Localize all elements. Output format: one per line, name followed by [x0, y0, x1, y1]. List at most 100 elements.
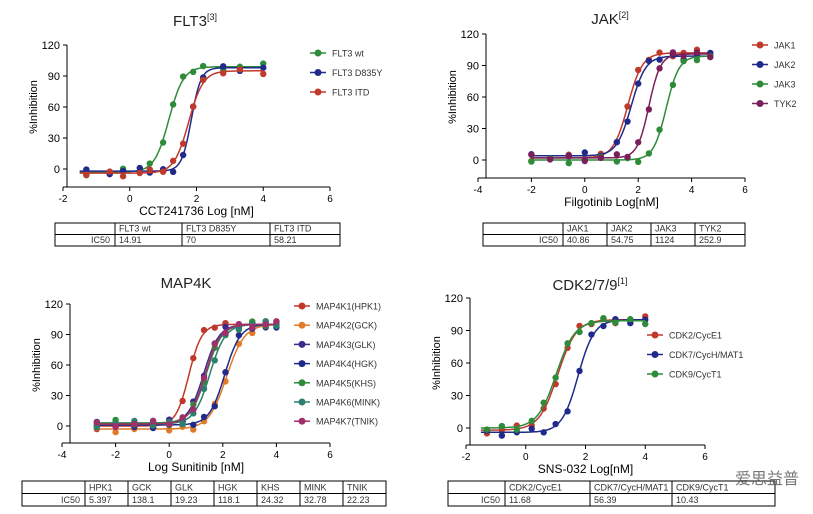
- data-point: [635, 80, 642, 87]
- table-row-label: IC50: [481, 495, 500, 505]
- x-axis-label: Log Sunitinib [nM]: [148, 460, 244, 474]
- x-tick-label: 0: [127, 194, 133, 205]
- series-curve-MAP4K6(MINK): [96, 323, 277, 425]
- series-curve-CDK9/CycT1: [480, 320, 646, 429]
- legend-label: JAK2: [774, 60, 796, 70]
- data-point: [552, 420, 559, 428]
- chart-title: FLT3[3]: [173, 12, 217, 30]
- x-tick-label: -4: [58, 450, 67, 461]
- y-tick-label: 60: [467, 92, 479, 104]
- table-header: FLT3 ITD: [274, 224, 312, 234]
- table-cell: 70: [186, 235, 196, 245]
- series-curve-JAK3: [531, 55, 711, 161]
- data-point: [656, 49, 663, 56]
- data-point: [613, 138, 621, 146]
- table-cell: 252.9: [699, 235, 722, 245]
- data-point: [600, 322, 607, 330]
- y-tick-label: 60: [51, 360, 63, 372]
- legend-label: CDK7/CycH/MAT1: [669, 350, 743, 360]
- table-cell: 22.23: [347, 495, 370, 505]
- data-point: [112, 423, 119, 431]
- data-point: [588, 331, 595, 338]
- legend-label: MAP4K4(HGK): [316, 359, 377, 369]
- table-header: GLK: [175, 483, 193, 493]
- table-row-label: IC50: [61, 495, 80, 505]
- data-point: [136, 169, 143, 177]
- data-point: [179, 151, 187, 159]
- x-tick-label: 4: [260, 194, 266, 205]
- chart-title-ref: [1]: [618, 276, 628, 286]
- series-curve-JAK1: [531, 52, 711, 159]
- data-point: [119, 173, 127, 180]
- data-point: [235, 320, 243, 328]
- data-point: [220, 63, 227, 70]
- chart-title-text: JAK: [591, 11, 619, 28]
- legend-marker: [756, 100, 764, 107]
- x-tick-label: 6: [742, 185, 748, 196]
- x-axis-label: Filgotinib Log[nM]: [564, 195, 659, 209]
- table-cell: 19.23: [175, 495, 198, 505]
- legend-marker: [298, 321, 306, 329]
- data-point: [159, 139, 167, 146]
- data-point: [211, 403, 218, 410]
- chart-title-text: CDK2/7/9: [552, 277, 617, 294]
- data-point: [169, 101, 177, 108]
- data-point: [189, 103, 197, 110]
- data-point: [179, 420, 186, 428]
- table-header: CDK2/CycE1: [509, 483, 562, 493]
- legend-label: FLT3 ITD: [332, 88, 370, 98]
- legend-marker: [651, 331, 659, 339]
- data-point: [190, 426, 197, 433]
- legend-marker: [756, 61, 764, 68]
- data-point: [576, 328, 583, 336]
- x-tick-label: 2: [220, 450, 226, 461]
- data-point: [260, 70, 267, 78]
- chart-title: MAP4K: [161, 275, 212, 292]
- y-tick-label: 120: [461, 29, 479, 41]
- y-tick-label: 0: [457, 423, 463, 435]
- x-axis-label: SNS-032 Log[nM]: [538, 462, 633, 476]
- legend-label: MAP4K2(GCK): [316, 321, 377, 331]
- data-point: [235, 332, 243, 339]
- data-point: [498, 432, 506, 439]
- legend-marker: [298, 417, 306, 425]
- data-point: [146, 160, 153, 167]
- legend-marker: [756, 80, 764, 88]
- table-cell: 138.1: [132, 495, 155, 505]
- x-tick-label: 0: [523, 452, 529, 463]
- series-curve-FLT3 ITD: [79, 70, 264, 174]
- y-tick-label: 30: [451, 391, 463, 403]
- legend-marker: [314, 69, 322, 76]
- data-point: [528, 151, 535, 158]
- x-tick-label: 2: [635, 185, 641, 196]
- x-tick-label: 4: [642, 452, 648, 463]
- data-point: [627, 315, 634, 323]
- x-tick-label: -2: [527, 185, 536, 196]
- table-header: MINK: [304, 483, 327, 493]
- legend-marker: [298, 398, 306, 406]
- data-point: [166, 427, 173, 434]
- data-point: [540, 429, 547, 436]
- data-point: [693, 56, 701, 64]
- data-point: [645, 57, 653, 65]
- y-tick-label: 90: [467, 61, 479, 73]
- legend-label: MAP4K1(HPK1): [316, 302, 381, 312]
- y-tick-label: 0: [473, 155, 479, 167]
- series-curve-MAP4K2(GCK): [96, 323, 277, 430]
- data-point: [93, 423, 101, 431]
- table-cell: 14.91: [119, 235, 142, 245]
- y-tick-label: 60: [451, 358, 463, 370]
- legend-marker: [651, 351, 659, 358]
- data-point: [613, 158, 621, 165]
- data-point: [260, 64, 267, 71]
- data-point: [613, 151, 621, 158]
- data-point: [235, 326, 243, 333]
- series-curve-FLT3 D835Y: [79, 66, 264, 172]
- x-tick-label: -2: [59, 194, 68, 205]
- y-tick-label: 120: [45, 299, 63, 311]
- data-point: [236, 66, 244, 73]
- legend-label: JAK1: [774, 41, 796, 51]
- series-curve-MAP4K3(GLK): [96, 323, 277, 425]
- data-point: [93, 419, 101, 426]
- table-cell: 32.78: [304, 495, 327, 505]
